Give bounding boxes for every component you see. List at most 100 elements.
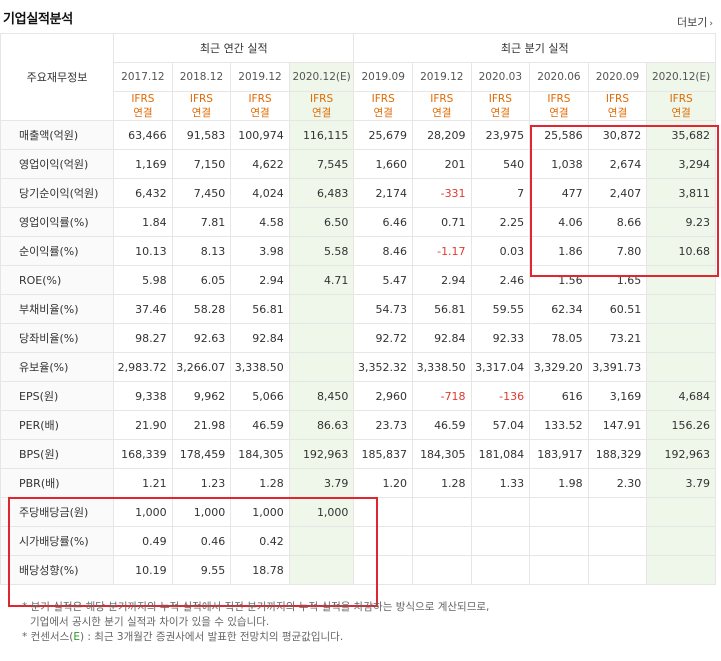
- table-cell: 178,459: [171, 439, 232, 469]
- ifrs-badge: IFRS 연결: [171, 91, 232, 121]
- table-cell: 3,391.73: [587, 352, 648, 382]
- table-cell: 28,209: [412, 120, 472, 150]
- row-label: BPS(원): [0, 439, 115, 469]
- ifrs-badge: IFRS 연결: [412, 91, 472, 121]
- table-cell: 2.30: [587, 468, 648, 498]
- period-header: 2017.12: [113, 62, 173, 92]
- consolidated-label: 연결: [311, 107, 332, 119]
- table-cell: 6.46: [353, 207, 413, 237]
- table-cell: 92.72: [353, 323, 413, 353]
- table-cell: [412, 497, 472, 527]
- table-cell: 192,963: [288, 439, 355, 469]
- table-cell: 3,338.50: [412, 352, 472, 382]
- table-cell: 477: [529, 178, 589, 208]
- ifrs-label: IFRS: [430, 93, 454, 105]
- table-cell: [412, 555, 472, 585]
- ifrs-badge: IFRS 연결: [646, 91, 716, 121]
- table-cell: 168,339: [113, 439, 173, 469]
- table-cell: 7.81: [171, 207, 232, 237]
- table-cell: 3,317.04: [470, 352, 531, 382]
- row-label: PER(배): [0, 410, 115, 440]
- table-cell: 0.03: [470, 236, 531, 266]
- ifrs-badge: IFRS 연결: [353, 91, 413, 121]
- table-cell: 2,674: [587, 149, 648, 179]
- table-row: 영업이익(억원) 1,169 7,150 4,622 7,545 1,660 201 540 1…: [0, 149, 716, 179]
- table-cell: 7,545: [288, 149, 355, 179]
- table-cell: [470, 526, 531, 556]
- row-label: 영업이익률(%): [0, 207, 115, 237]
- table-cell: 5.58: [288, 236, 355, 266]
- table-cell: 98.27: [113, 323, 173, 353]
- table-row: 당기순이익(억원) 6,432 7,450 4,024 6,483 2,174 -331 7 4…: [0, 178, 716, 208]
- quarter-group-header: 최근 분기 실적: [353, 33, 716, 63]
- table-cell: [646, 526, 716, 556]
- table-cell: 56.81: [230, 294, 290, 324]
- table-row: ROE(%) 5.98 6.05 2.94 4.71 5.47 2.94 2.46 1.56 1.…: [0, 265, 716, 295]
- table-cell: 1.23: [171, 468, 232, 498]
- more-link-label[interactable]: 더보기: [677, 16, 708, 29]
- table-cell: 0.46: [171, 526, 232, 556]
- table-cell: 116,115: [288, 120, 355, 150]
- table-cell: 7: [470, 178, 531, 208]
- table-cell: 0.49: [113, 526, 173, 556]
- table-cell: 37.46: [113, 294, 173, 324]
- ifrs-badge: IFRS 연결: [529, 91, 589, 121]
- table-cell: 2,174: [353, 178, 413, 208]
- table-cell: 1,038: [529, 149, 589, 179]
- row-label: 배당성향(%): [0, 555, 115, 585]
- annual-group-header: 최근 연간 실적: [113, 33, 355, 63]
- table-cell: 616: [529, 381, 589, 411]
- footnote-3: * 컨센서스(E) : 최근 3개월간 증권사에서 발표한 전망치의 평균값입니…: [22, 630, 489, 645]
- table-cell: 3,294: [646, 149, 716, 179]
- row-label: 순이익률(%): [0, 236, 115, 266]
- table-cell: 184,305: [230, 439, 290, 469]
- table-cell: 3,329.20: [529, 352, 589, 382]
- table-cell: 8,450: [288, 381, 355, 411]
- table-cell: 92.84: [412, 323, 472, 353]
- ifrs-badge: IFRS 연결: [288, 91, 355, 121]
- period-header: 2019.12: [230, 62, 290, 92]
- table-cell: 4,684: [646, 381, 716, 411]
- table-cell: 184,305: [412, 439, 472, 469]
- ifrs-label: IFRS: [669, 93, 693, 105]
- table-cell: 1.21: [113, 468, 173, 498]
- table-cell: 2,407: [587, 178, 648, 208]
- ifrs-label: IFRS: [248, 93, 272, 105]
- row-label: EPS(원): [0, 381, 115, 411]
- table-row: 당좌비율(%) 98.27 92.63 92.84 92.72 92.84 92.33 78.…: [0, 323, 716, 353]
- table-cell: 9,962: [171, 381, 232, 411]
- table-cell: [646, 497, 716, 527]
- consolidated-label: 연결: [250, 107, 270, 119]
- footnote-1: * 분기 실적은 해당 분기까지의 누적 실적에서 직전 분기까지의 누적 실적…: [22, 601, 490, 613]
- table-cell: 25,679: [353, 120, 413, 150]
- table-cell: 7,150: [171, 149, 232, 179]
- table-cell: 9.23: [646, 207, 716, 237]
- table-row: BPS(원) 168,339 178,459 184,305 192,963 185,83…: [0, 439, 716, 469]
- more-link[interactable]: 더보기 ›: [677, 14, 713, 30]
- table-cell: 21.90: [113, 410, 173, 440]
- row-label: 당좌비율(%): [0, 323, 115, 353]
- table-cell: 2.46: [470, 265, 531, 295]
- table-cell: 86.63: [288, 410, 355, 440]
- footnote-2: 기업에서 공시한 분기 실적과 차이가 있을 수 있습니다.: [30, 616, 270, 628]
- table-cell: 23,975: [470, 120, 531, 150]
- table-cell: [587, 526, 648, 556]
- table-cell: 147.91: [587, 410, 648, 440]
- table-cell: 3.98: [230, 236, 290, 266]
- table-cell: 156.26: [646, 410, 716, 440]
- footnotes: * 분기 실적은 해당 분기까지의 누적 실적에서 직전 분기까지의 누적 실적…: [22, 600, 489, 645]
- table-cell: 2.25: [470, 207, 531, 237]
- table-cell: 1.86: [529, 236, 589, 266]
- table-cell: 73.21: [587, 323, 648, 353]
- table-cell: [353, 555, 413, 585]
- table-cell: 6.50: [288, 207, 355, 237]
- row-label: 매출액(억원): [0, 120, 115, 150]
- highlight-box-quarter: [530, 125, 719, 277]
- table-row: EPS(원) 9,338 9,962 5,066 8,450 2,960 -718 -136 6…: [0, 381, 716, 411]
- table-cell: [470, 555, 531, 585]
- table-cell: 3,266.07: [171, 352, 232, 382]
- table-cell: [646, 265, 716, 295]
- table-row: PBR(배) 1.21 1.23 1.28 3.79 1.20 1.28 1.33 1.98 2.…: [0, 468, 716, 498]
- consolidated-label: 연결: [191, 107, 212, 119]
- table-cell: 46.59: [412, 410, 472, 440]
